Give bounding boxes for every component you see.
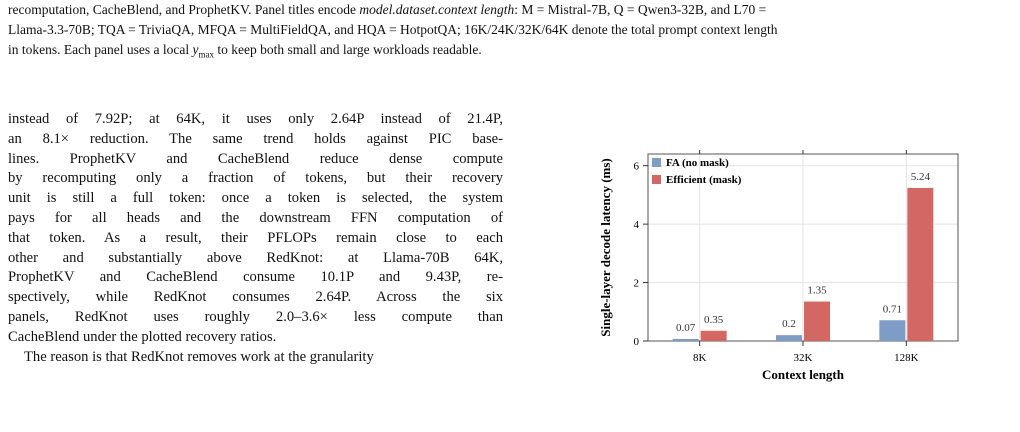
body-line: panels, RedKnot uses roughly 2.0–3.6× le… xyxy=(8,308,503,325)
bar-value-label: 0.07 xyxy=(676,322,696,334)
x-axis-title: Context length xyxy=(762,367,845,382)
y-axis-title: Single-layer decode latency (ms) xyxy=(598,158,613,336)
caption-line-3: in tokens. Each panel uses a local ymax … xyxy=(8,42,482,60)
latency-bar-chart: 0 2 4 6 0.07 0.2 0.71 0.35 1.35 5.24 8K 32K 128K Cont… xyxy=(596,150,966,390)
body-line: unit is still a full token: once a token… xyxy=(8,190,503,207)
y-tick-label: 4 xyxy=(634,219,640,231)
y-tick-label: 0 xyxy=(634,336,640,348)
body-line: instead of 7.92P; at 64K, it uses only 2… xyxy=(8,111,503,127)
body-line: spectively, while RedKnot consumes 2.64P… xyxy=(8,289,503,306)
bar-value-label: 0.35 xyxy=(704,314,724,326)
legend-swatch xyxy=(652,175,661,184)
body-line: CacheBlend under the plotted recovery ra… xyxy=(8,328,277,345)
bar-value-label: 0.71 xyxy=(883,303,902,315)
body-line: by recomputing only a fraction of tokens… xyxy=(8,170,503,187)
body-text-column: instead of 7.92P; at 64K, it uses only 2… xyxy=(8,110,503,367)
bar-fa xyxy=(879,320,906,341)
bar-efficient xyxy=(907,187,934,341)
x-tick-label: 32K xyxy=(794,352,813,364)
body-line: pays for all heads and the downstream FF… xyxy=(8,209,503,226)
bar-efficient xyxy=(804,301,830,341)
y-tick-label: 2 xyxy=(634,278,640,290)
legend-swatch xyxy=(652,158,661,167)
bar-efficient xyxy=(700,330,727,341)
figure-caption: recomputation, CacheBlend, and ProphetKV… xyxy=(8,0,1014,65)
x-tick-label: 128K xyxy=(894,352,919,364)
body-line: an 8.1× reduction. The same trend holds … xyxy=(8,130,503,147)
bar-value-label: 1.35 xyxy=(807,285,827,297)
bar-fa xyxy=(672,338,699,341)
x-tick-label: 8K xyxy=(693,352,707,364)
bar-fa xyxy=(776,335,802,341)
body-paragraph-start: The reason is that RedKnot removes work … xyxy=(24,348,374,365)
chart-svg: 0 2 4 6 0.07 0.2 0.71 0.35 1.35 5.24 8K 32K 128K Cont… xyxy=(598,150,959,382)
caption-line-2: Llama-3.3-70B; TQA = TriviaQA, MFQA = Mu… xyxy=(8,22,778,37)
body-line: other and substantially above RedKnot: a… xyxy=(8,249,503,266)
legend-label: FA (no mask) xyxy=(666,157,729,169)
body-line: that token. As a result, their PFLOPs re… xyxy=(8,229,503,246)
legend-label: Efficient (mask) xyxy=(666,174,742,186)
body-line: ProphetKV and CacheBlend consume 10.1P a… xyxy=(8,269,503,286)
bar-value-label: 5.24 xyxy=(911,171,931,183)
bar-value-label: 0.2 xyxy=(782,318,796,330)
y-tick-label: 6 xyxy=(634,161,640,173)
body-line: lines. ProphetKV and CacheBlend reduce d… xyxy=(8,150,503,167)
caption-line-1: recomputation, CacheBlend, and ProphetKV… xyxy=(8,2,767,17)
